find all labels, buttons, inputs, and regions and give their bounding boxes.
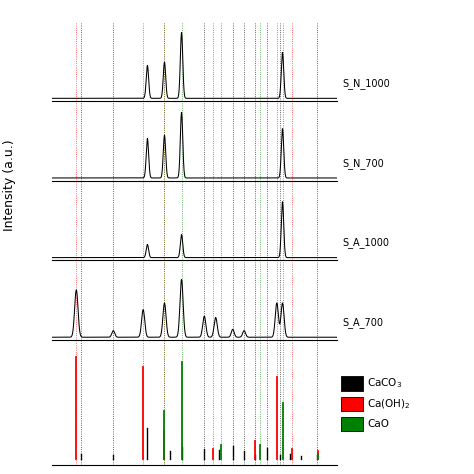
Text: S_N_1000: S_N_1000 xyxy=(342,78,390,89)
Text: Ca(OH)$_2$: Ca(OH)$_2$ xyxy=(367,397,411,410)
Text: Intensity (a.u.): Intensity (a.u.) xyxy=(3,139,16,231)
Text: S_N_700: S_N_700 xyxy=(342,158,384,169)
Text: S_A_1000: S_A_1000 xyxy=(342,237,389,248)
Text: CaO: CaO xyxy=(367,419,389,429)
Text: S_A_700: S_A_700 xyxy=(342,317,383,328)
Text: CaCO$_3$: CaCO$_3$ xyxy=(367,376,402,391)
